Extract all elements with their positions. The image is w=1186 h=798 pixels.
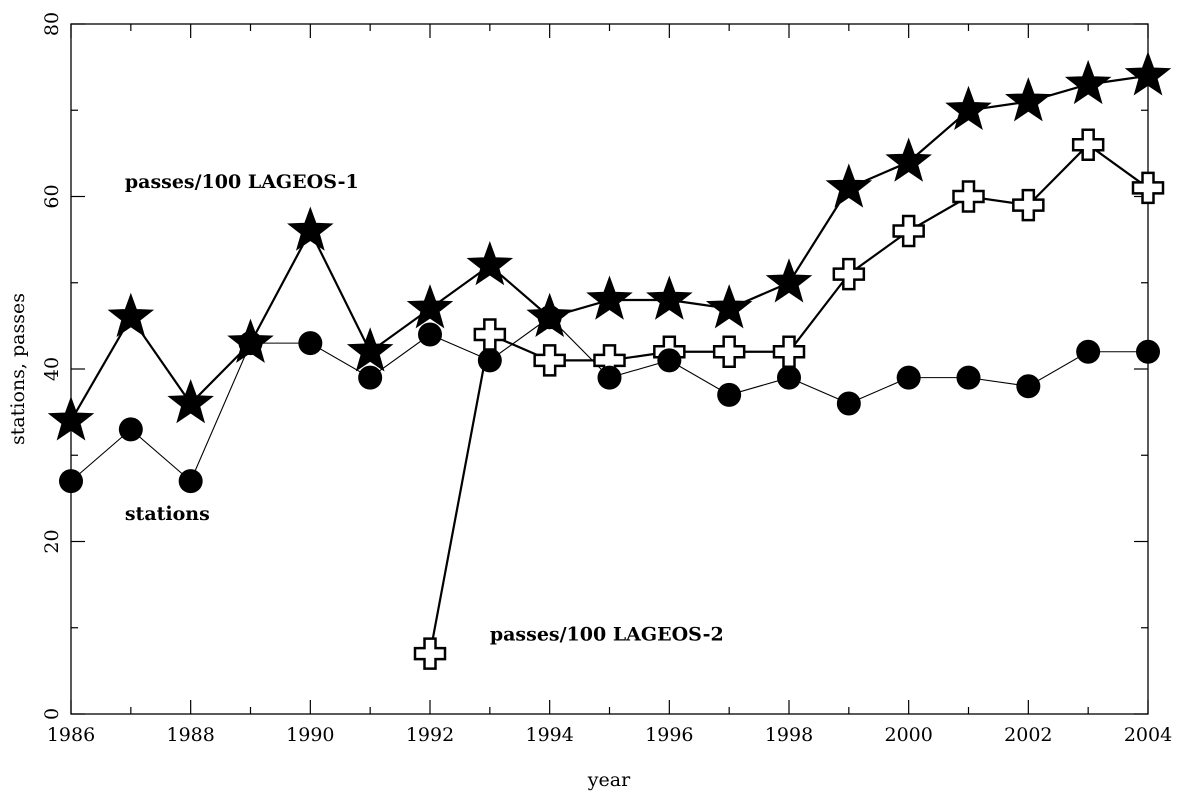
- cross-marker: [1012, 188, 1045, 222]
- cross-marker: [473, 318, 507, 351]
- y-axis-title: stations, passes: [7, 293, 29, 445]
- x-tick-label: 2002: [1004, 724, 1052, 746]
- annotation-label: passes/100 LAGEOS-1: [125, 171, 359, 193]
- star-marker: [1064, 59, 1112, 105]
- cross-marker: [1071, 128, 1105, 161]
- circle-marker: [178, 469, 203, 494]
- axis-ticks: [70, 23, 1149, 715]
- circle-marker: [1136, 339, 1160, 364]
- circle-marker: [118, 417, 143, 442]
- x-tick-label: 1994: [525, 724, 573, 746]
- star-marker: [107, 292, 155, 338]
- annotation-label: passes/100 LAGEOS-2: [490, 624, 724, 646]
- x-tick-label: 1990: [286, 724, 334, 746]
- series-line-circle: [70, 316, 1148, 483]
- y-tick-label: 0: [41, 708, 63, 720]
- circle-marker: [717, 382, 742, 407]
- y-tick-label: 60: [41, 184, 63, 208]
- star-marker: [705, 284, 753, 329]
- x-tick-label: 2004: [1124, 724, 1172, 746]
- circle-marker: [298, 331, 323, 356]
- circle-marker: [597, 365, 622, 390]
- x-tick-label: 1996: [645, 724, 693, 746]
- y-tick-label: 80: [41, 12, 63, 36]
- circle-marker: [1076, 339, 1101, 364]
- circle-marker: [477, 348, 502, 373]
- cross-marker: [413, 637, 447, 670]
- cross-marker: [892, 214, 925, 248]
- star-marker: [1124, 51, 1172, 96]
- cross-marker: [772, 335, 806, 368]
- star-marker: [346, 327, 394, 372]
- circle-marker: [358, 365, 383, 390]
- star-marker: [1005, 77, 1052, 122]
- cross-marker: [533, 344, 566, 377]
- star-marker: [526, 292, 573, 338]
- series-markers: [47, 51, 1172, 670]
- x-axis-title: year: [587, 769, 631, 791]
- cross-marker: [832, 257, 866, 291]
- circle-marker: [956, 365, 981, 390]
- circle-marker: [59, 469, 83, 494]
- annotations: passes/100 LAGEOS-1 stations passes/100 LA…: [125, 171, 724, 646]
- y-tick-label: 20: [41, 529, 63, 553]
- annotation-label: stations: [125, 503, 210, 525]
- cross-marker: [712, 335, 746, 368]
- circle-marker: [896, 365, 921, 390]
- x-tick-label: 2000: [884, 724, 932, 746]
- x-tick-label: 1992: [406, 724, 454, 746]
- circle-marker: [777, 365, 801, 390]
- star-marker: [167, 379, 214, 424]
- star-marker: [765, 258, 813, 303]
- star-marker: [287, 206, 334, 251]
- star-marker: [646, 275, 693, 320]
- cross-marker: [1131, 171, 1165, 205]
- series-line-cross: [428, 143, 1149, 654]
- star-marker: [47, 396, 95, 441]
- star-marker: [586, 275, 633, 320]
- circle-marker: [418, 322, 442, 347]
- star-marker: [945, 85, 992, 131]
- circle-marker: [657, 348, 682, 373]
- circle-marker: [836, 391, 861, 416]
- x-tick-label: 1988: [166, 724, 214, 746]
- x-tick-label: 1998: [765, 724, 813, 746]
- star-marker: [825, 163, 873, 208]
- tick-labels: 1986 1988 1990 1992 1994 1996 1998 2000 2002 2004…: [41, 12, 1172, 746]
- y-tick-label: 40: [41, 357, 63, 381]
- star-marker: [406, 284, 454, 329]
- star-marker: [885, 137, 932, 182]
- star-marker: [466, 241, 514, 286]
- x-tick-label: 1986: [47, 724, 95, 746]
- star-marker: [227, 318, 274, 363]
- circle-marker: [1016, 374, 1041, 399]
- cross-marker: [952, 180, 985, 213]
